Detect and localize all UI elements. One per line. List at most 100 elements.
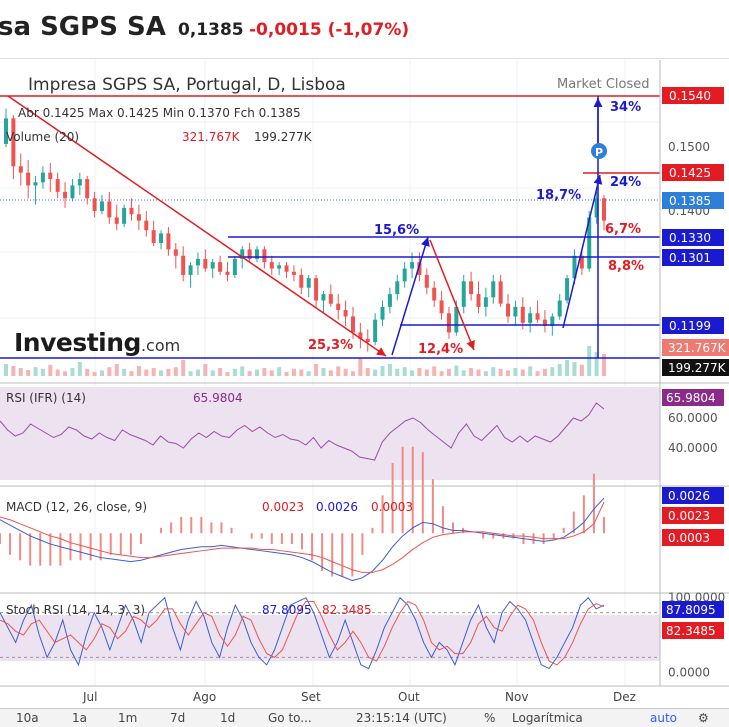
candle-body [528, 313, 533, 323]
rsi-label: RSI (IFR) (14) [6, 391, 86, 405]
annot-18-7: 18,7% [536, 188, 581, 203]
volume-bar [188, 371, 193, 376]
volume-bar [550, 367, 555, 376]
volume-bar [446, 368, 451, 376]
volume-bar [402, 367, 407, 376]
volume-bar [85, 368, 90, 376]
candle-body [144, 220, 149, 231]
candle-body [446, 313, 451, 333]
volume-bar [195, 369, 200, 376]
badge-macd-2-text: 0.0026 [668, 489, 710, 503]
stoch-series [0, 596, 660, 670]
volume-bar [218, 368, 223, 376]
range-1a[interactable]: 1a [72, 711, 87, 725]
volume-bar [542, 368, 547, 376]
badge-macd-3 [662, 529, 724, 546]
badge-1330 [662, 229, 724, 246]
volume-label: Volume (20) [6, 130, 79, 144]
badge-rsi [662, 389, 724, 406]
candle-body [461, 281, 466, 307]
candle-body [107, 201, 112, 218]
candle-body [314, 278, 319, 301]
time-tick-label: Dez [613, 690, 636, 704]
candle-body [498, 281, 503, 304]
candle-body [380, 306, 385, 320]
time-tick-label: Set [301, 690, 321, 704]
volume-bar [136, 366, 141, 376]
candle-body [432, 287, 437, 301]
badge-vol2 [662, 359, 729, 376]
badge-1330-text: 0.1330 [669, 231, 711, 245]
candle-body [299, 274, 304, 288]
volume-bar [387, 364, 392, 376]
volume-bar [439, 371, 444, 376]
candle-body [476, 294, 481, 307]
candle-body [587, 217, 592, 269]
rally-line-2[interactable] [562, 174, 603, 329]
candle-body [26, 172, 31, 186]
candle-body [402, 268, 407, 282]
badge-1385-text: 0.1385 [669, 194, 711, 208]
signal-line [0, 501, 605, 573]
volume-bar [269, 370, 274, 376]
rsi-value: 65.9804 [193, 391, 243, 405]
time-tick-label: Out [398, 690, 420, 704]
volume-bar [365, 368, 370, 376]
log-toggle[interactable]: Logarítmica [512, 711, 583, 725]
pullback-line[interactable] [429, 239, 475, 351]
downtrend-line[interactable] [7, 95, 387, 357]
badge-vol1 [662, 339, 729, 356]
candle-body [77, 179, 82, 186]
candle-body [188, 265, 193, 275]
auto-toggle[interactable]: auto [650, 711, 678, 725]
logo-suffix: .com [140, 336, 181, 355]
range-7d[interactable]: 7d [170, 711, 186, 725]
volume-bar [48, 364, 53, 376]
quote-header: sa SGPS SA 0,1385 -0,0015 (-1,07%) [0, 0, 729, 60]
volume-bar [513, 368, 518, 376]
annot-15-6: 15,6% [374, 223, 419, 238]
volume-bar [343, 368, 348, 376]
range-1m[interactable]: 1m [118, 711, 138, 725]
volume-bar [70, 368, 75, 376]
candle-body [181, 255, 186, 275]
candle-body [594, 198, 599, 218]
chart-canvas[interactable]: P Impresa SGPS SA, Portugal, D, Lisboa M… [0, 60, 729, 708]
candle-body [92, 198, 97, 212]
badge-macd-1 [662, 507, 724, 524]
settings-icon[interactable]: ⚙ [698, 711, 709, 725]
candle-body [166, 233, 171, 250]
candle-body [18, 166, 23, 173]
rsi-band [0, 387, 660, 480]
candle-body [417, 262, 422, 275]
annot-12-4: 12,4% [418, 342, 463, 357]
candle-body [33, 182, 38, 186]
candle-body [240, 249, 245, 259]
range-10a[interactable]: 10a [16, 711, 39, 725]
badge-stoch-1 [662, 601, 724, 618]
candle-body [55, 179, 60, 192]
volume-bar [151, 368, 156, 376]
volume-bar [122, 368, 127, 376]
time-axis[interactable]: Jul Ago Set Out Nov Dez [82, 690, 636, 704]
volume-bar [350, 371, 355, 376]
annot-34: 34% [610, 100, 641, 115]
candle-body [565, 278, 570, 301]
range-1d[interactable]: 1d [220, 711, 236, 725]
candle-body [291, 271, 296, 275]
goto-button[interactable]: Go to... [268, 711, 312, 725]
investing-logo: Investing.com [14, 328, 180, 357]
percent-toggle[interactable]: % [484, 711, 496, 725]
badge-vol1-text: 321.767K [668, 341, 727, 355]
candle-body [40, 172, 45, 183]
volume-bar [454, 365, 459, 376]
rsi-tick-label: 60.0000 [668, 411, 718, 425]
volume-bar [461, 370, 466, 376]
pivot-marker[interactable] [591, 143, 607, 159]
candle-body [173, 249, 178, 256]
volume-bar [380, 366, 385, 376]
badge-1425 [662, 164, 724, 181]
rally-line-1[interactable] [391, 236, 430, 356]
volume-bar [262, 368, 267, 376]
